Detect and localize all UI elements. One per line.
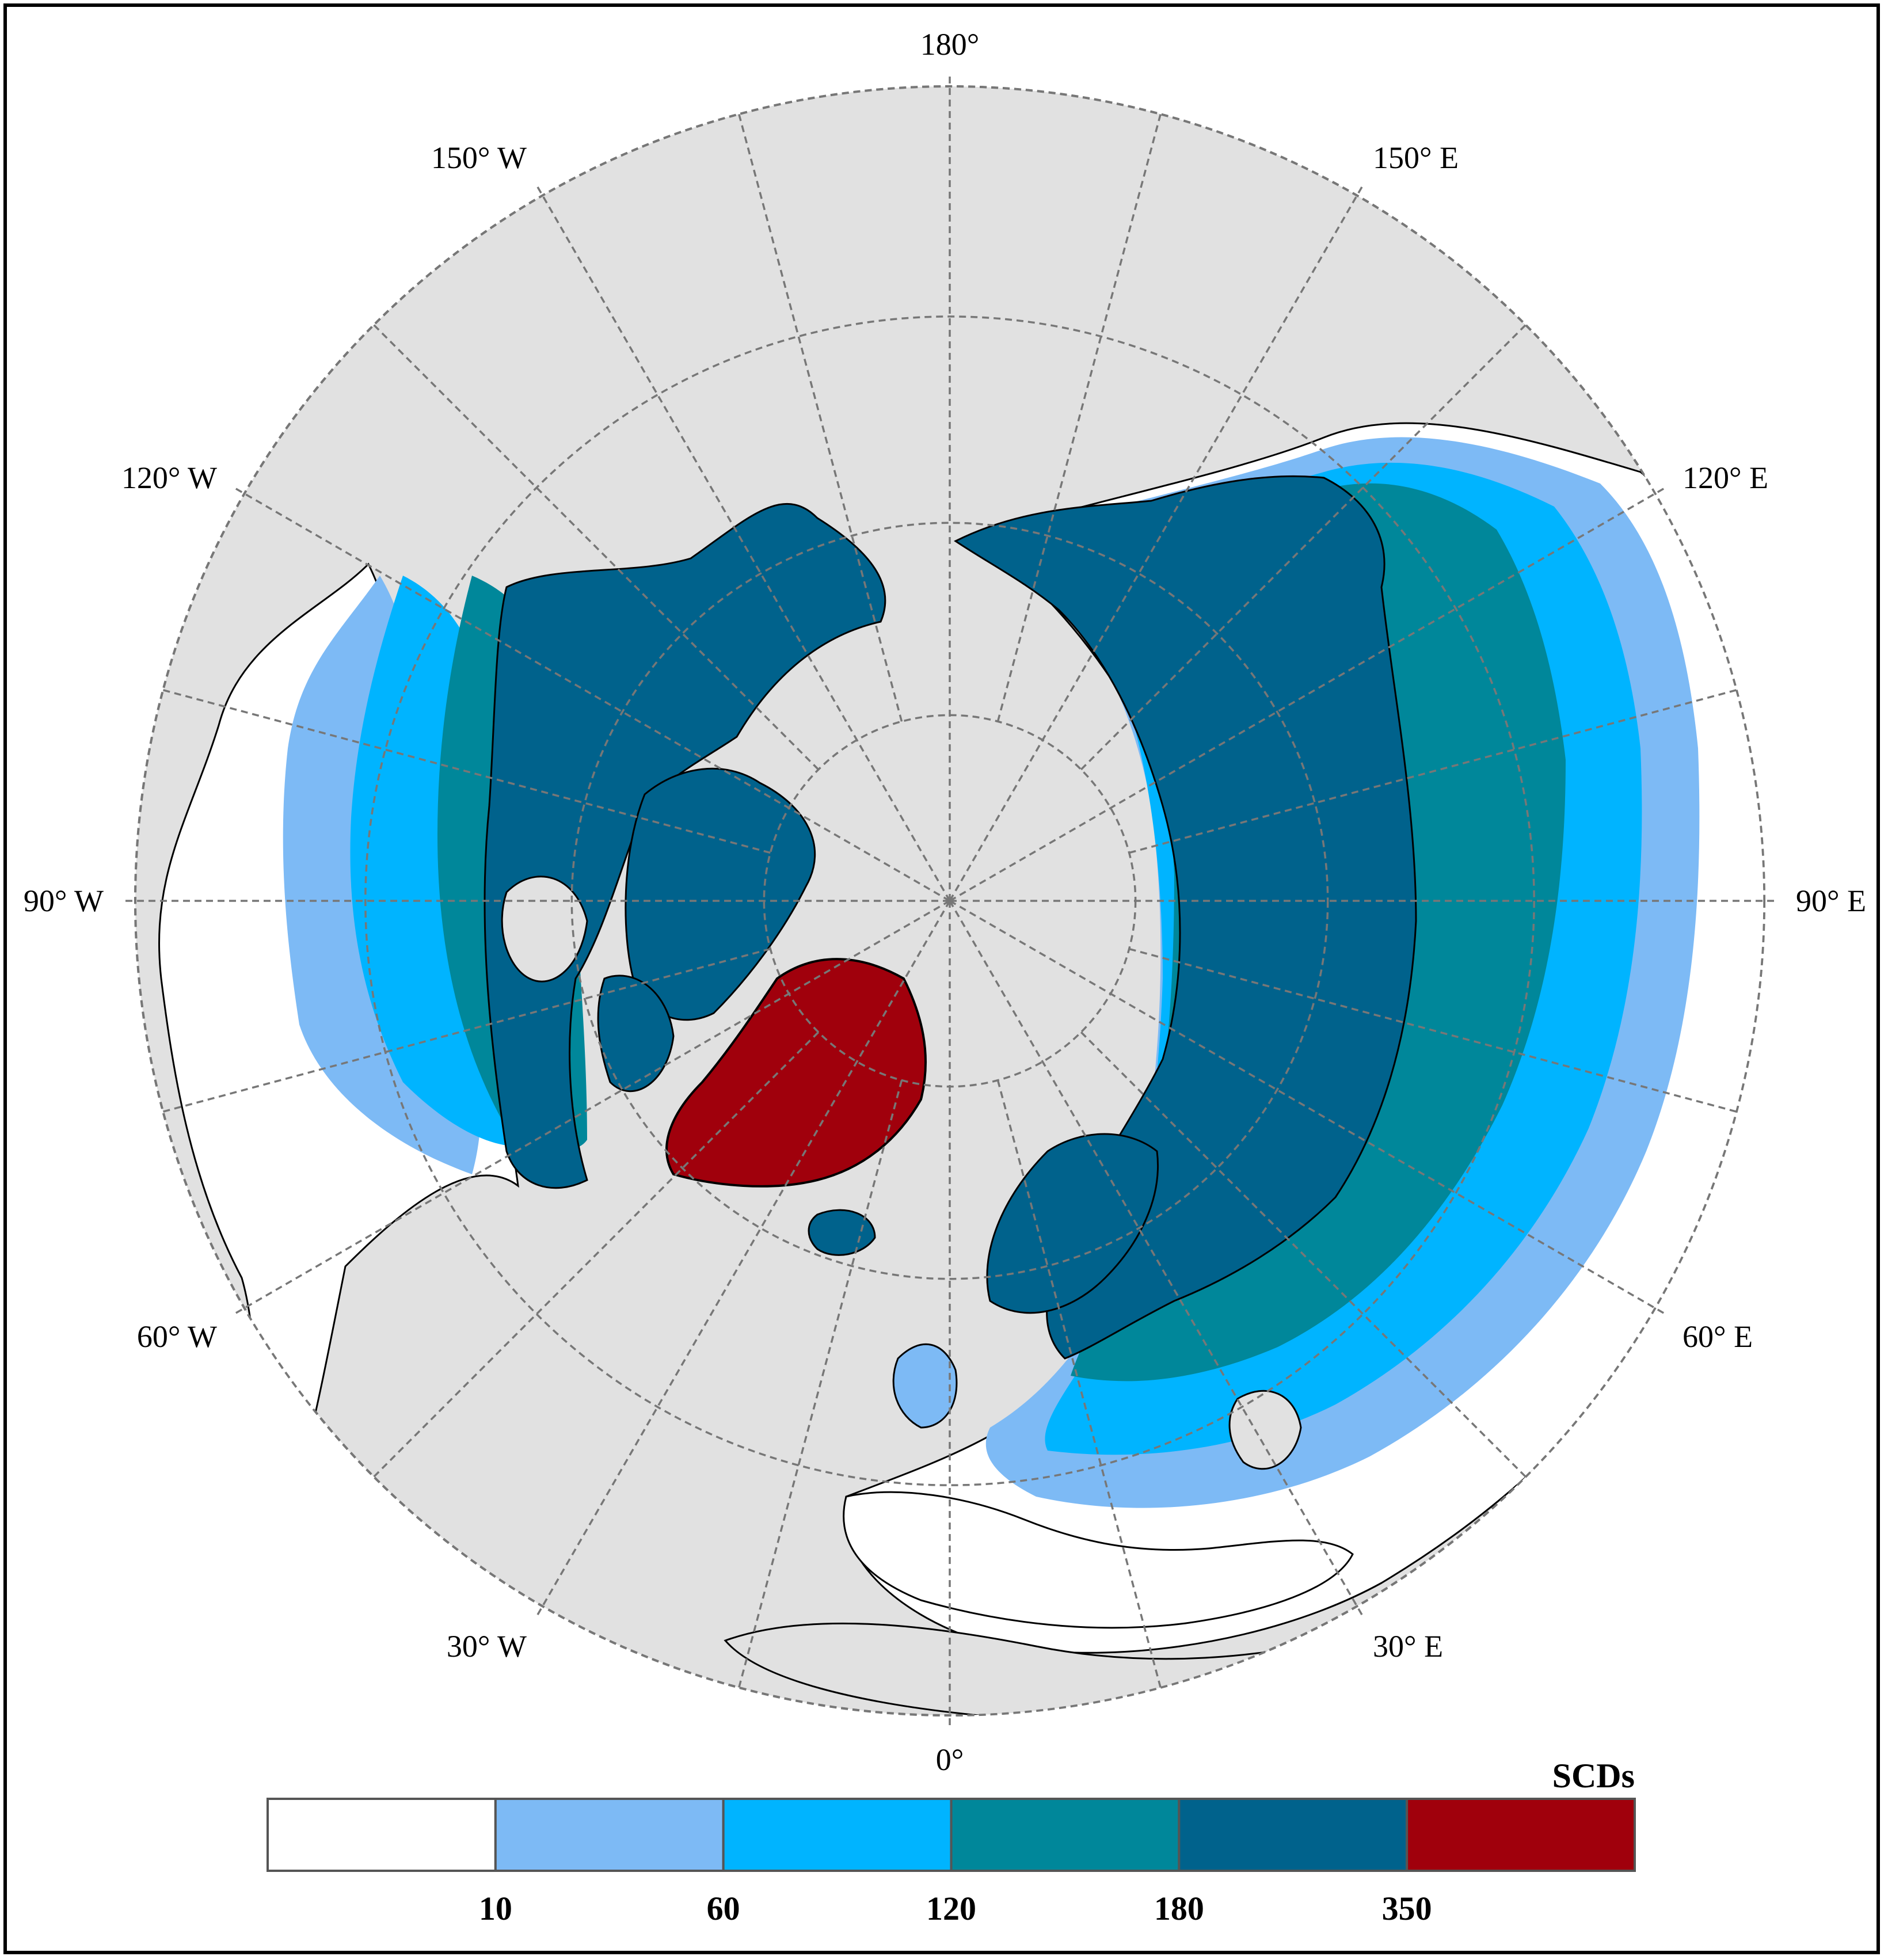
meridian-line-165 bbox=[996, 113, 1162, 722]
meridian-label: 60° W bbox=[137, 1319, 217, 1354]
legend-break-label: 60 bbox=[707, 1890, 740, 1927]
meridian-label: 150° E bbox=[1373, 140, 1459, 175]
land-mediterranean-region bbox=[843, 1491, 1354, 1629]
meridian-label: 120° E bbox=[1683, 460, 1768, 495]
meridian-line-105 bbox=[1129, 689, 1737, 854]
latitude-circle-45 bbox=[364, 315, 1535, 1486]
meridian-label: 30° E bbox=[1373, 1629, 1443, 1664]
latitude-circle-30 bbox=[134, 85, 1765, 1717]
land-arctic-islands bbox=[625, 767, 816, 1021]
legend-swatch bbox=[1178, 1798, 1409, 1872]
legend-break-label: 180 bbox=[1154, 1890, 1204, 1927]
meridian-line-195 bbox=[738, 113, 903, 722]
meridian-label: 150° W bbox=[431, 140, 527, 175]
legend-break-label: 10 bbox=[479, 1890, 512, 1927]
meridian-label: 120° W bbox=[121, 460, 217, 495]
legend-title: SCDs bbox=[1552, 1757, 1635, 1795]
hudson-bay bbox=[501, 876, 588, 983]
land-baffin bbox=[597, 975, 675, 1093]
legend-swatch bbox=[267, 1798, 497, 1872]
meridian-line-225 bbox=[373, 324, 820, 771]
meridian-line-45 bbox=[1080, 1031, 1527, 1478]
figure-frame bbox=[3, 3, 1880, 1954]
meridian-line-315 bbox=[373, 1031, 820, 1478]
legend-swatch bbox=[950, 1798, 1181, 1872]
land-scandinavia bbox=[986, 1133, 1159, 1314]
meridian-line-15 bbox=[996, 1080, 1162, 1688]
meridian-line-345 bbox=[738, 1080, 903, 1688]
meridian-label: 90° W bbox=[24, 884, 104, 918]
land-greenland bbox=[665, 958, 927, 1188]
legend: SCDs 10 60 120 180 350 bbox=[267, 1757, 1636, 1927]
meridian-label: 60° E bbox=[1683, 1319, 1753, 1354]
meridian-label: 30° W bbox=[447, 1629, 527, 1664]
legend-swatch bbox=[722, 1798, 953, 1872]
legend-swatch bbox=[494, 1798, 725, 1872]
land-iceland bbox=[808, 1209, 876, 1256]
legend-break-label: 120 bbox=[926, 1890, 976, 1927]
meridian-label: 180° bbox=[920, 27, 980, 62]
meridian-label: 0° bbox=[936, 1742, 964, 1777]
meridian-line-75 bbox=[1129, 947, 1737, 1113]
land-eurasia-dark bbox=[954, 475, 1417, 1360]
meridian-line-255 bbox=[162, 689, 771, 854]
meridian-line-135 bbox=[1080, 324, 1527, 771]
legend-break-label: 350 bbox=[1382, 1890, 1432, 1927]
graticule bbox=[124, 75, 1776, 1727]
meridian-labels: 180° 150° E 120° E 90° E 60° E 30° E 0° 30° W 60… bbox=[24, 27, 1866, 1777]
latitude-circle-60 bbox=[570, 522, 1329, 1280]
legend-swatch bbox=[1406, 1798, 1636, 1872]
meridian-line-285 bbox=[162, 947, 771, 1113]
meridian-label: 90° E bbox=[1796, 884, 1866, 918]
caspian-sea bbox=[1228, 1390, 1302, 1470]
